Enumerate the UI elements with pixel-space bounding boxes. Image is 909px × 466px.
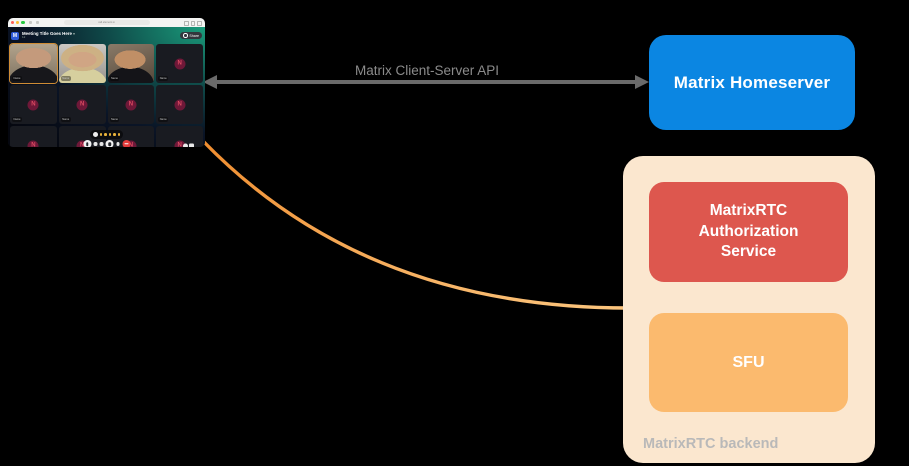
smiley-icon[interactable] [92,132,98,137]
browser-chrome: call.element.io [8,18,205,27]
participant-initial-avatar: N [76,99,88,110]
call-controls [83,140,130,147]
matrix-homeserver-box: Matrix Homeserver [649,35,855,130]
room-avatar: M [11,31,19,40]
share-call-label: Share [189,33,199,38]
avatar-tile[interactable]: N Name [156,44,203,83]
participant-name-chip: Name [109,117,120,122]
participant-name-chip: Name [12,117,22,122]
participant-name-chip: Name [60,76,71,81]
call-browser-window: call.element.io M Meeting Title Goes Her… [8,18,205,147]
auth-service-box: MatrixRTC Authorization Service [649,182,848,282]
back-icon[interactable] [28,21,32,24]
video-tile[interactable]: Name [107,44,155,83]
arrowhead-right [635,75,649,89]
hangup-button[interactable] [122,140,130,147]
participant-name-chip: Name [158,76,169,81]
address-bar-url: call.element.io [98,21,115,24]
backend-caption: MatrixRTC backend [643,436,779,452]
client-to-sfu-curve [201,139,631,310]
meeting-title-block[interactable]: Meeting Title Goes Here ▾ 12 [22,31,75,40]
share-call-button[interactable]: Share [180,32,202,39]
link-icon [183,33,188,38]
emoji-reaction-icon[interactable] [99,133,103,136]
chevron-down-icon: ▾ [73,32,75,37]
api-arrow-label: Matrix Client-Server API [354,63,500,78]
participant-initial-avatar: N [174,58,186,69]
auth-service-label: MatrixRTC Authorization Service [698,201,799,261]
new-tab-icon[interactable] [190,21,196,26]
close-window-button[interactable] [11,20,15,25]
call-app-surface: M Meeting Title Goes Here ▾ 12 Share Nam… [8,27,205,147]
avatar-tile[interactable]: N Name [10,85,57,124]
screen-status-icon [189,143,194,147]
emoji-reaction-icon[interactable] [104,133,107,136]
meeting-title: Meeting Title Goes Here [22,31,72,37]
avatar-tile[interactable]: N Name [156,85,203,124]
participant-name-chip: Name [109,76,120,81]
tile-status-icons [182,143,194,147]
participant-initial-avatar: N [174,140,186,147]
participant-initial-avatar: N [27,140,39,147]
participant-initial-avatar: N [27,99,39,110]
video-tile[interactable]: Name [58,44,106,83]
avatar-tile[interactable]: N Name [107,85,155,124]
camera-button[interactable] [93,142,97,146]
call-header: M Meeting Title Goes Here ▾ 12 Share [11,29,202,42]
forward-icon[interactable] [35,21,39,24]
maximize-window-button[interactable] [21,20,25,25]
emoji-reaction-icon[interactable] [117,133,121,136]
participant-name-chip: Name [60,117,71,122]
address-bar[interactable]: call.element.io [63,20,150,25]
arrowhead-left [203,75,217,89]
more-options-button[interactable] [105,140,114,147]
participant-name-chip: Name [158,117,169,122]
emoji-reaction-icon[interactable] [113,133,116,136]
browser-toolbar-icons [184,21,202,26]
avatar-tile[interactable]: N Name [58,85,106,124]
share-icon[interactable] [184,21,189,26]
tabs-icon[interactable] [197,21,202,26]
audio-status-icon [182,143,188,147]
minimize-window-button[interactable] [16,20,20,25]
participant-initial-avatar: N [125,140,137,147]
participant-name-chip: Name [12,76,22,81]
emoji-reaction-icon[interactable] [108,133,112,136]
raise-hand-button[interactable] [116,142,120,146]
tile-grid: NameNameNameNNameNNameNNameNNameNNameNNa… [10,44,203,147]
participant-initial-avatar: N [125,99,137,110]
sfu-label: SFU [732,353,765,371]
sfu-box: SFU [649,313,848,412]
matrixrtc-backend-box: MatrixRTC Authorization Service SFU Matr… [623,156,875,463]
screenshare-button[interactable] [99,142,103,146]
microphone-button[interactable] [83,140,91,147]
reactions-bar[interactable] [89,130,124,139]
matrix-homeserver-label: Matrix Homeserver [673,72,831,92]
participant-count: 12 [22,35,26,40]
participant-initial-avatar: N [174,99,186,110]
video-tile[interactable]: Name [10,44,57,83]
